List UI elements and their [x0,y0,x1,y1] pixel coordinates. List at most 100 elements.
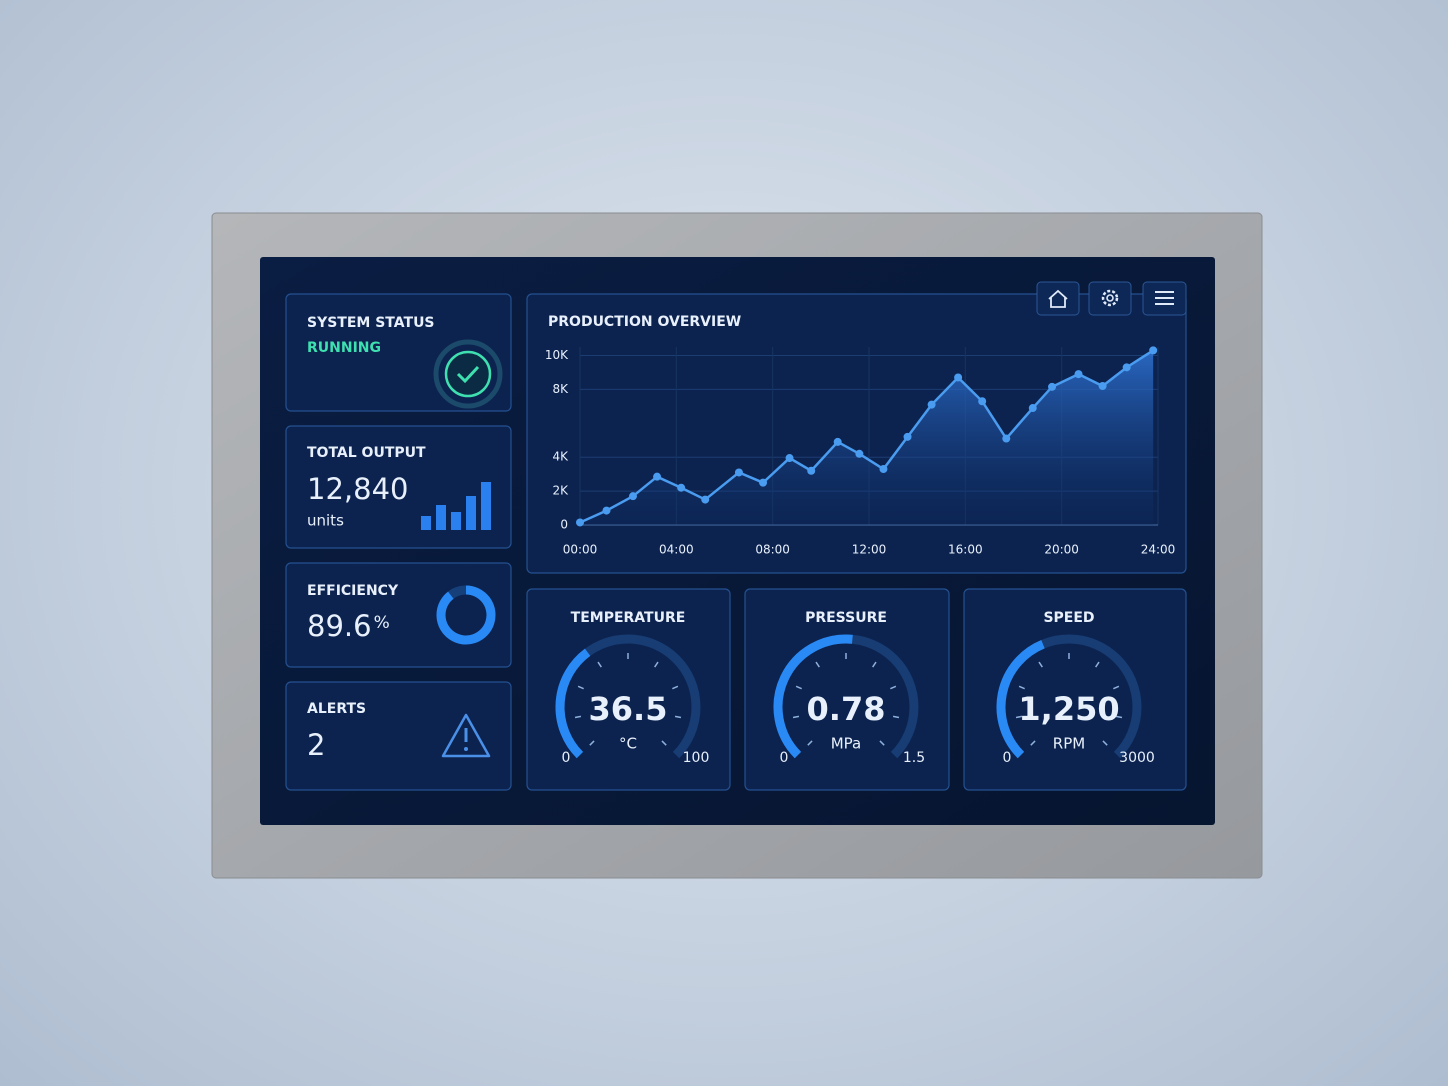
point [807,466,816,475]
gauge-unit: RPM [1053,735,1085,753]
gauge-value: 36.5 [589,690,668,728]
point [1028,404,1037,413]
output-unit: units [307,512,344,530]
point [701,495,710,504]
efficiency-value: 89.6 [307,609,372,643]
gauge-notch [892,715,900,719]
gauge-min: 0 [1003,750,1012,766]
gauge-title: PRESSURE [805,610,887,626]
point [1122,363,1131,372]
warning-icon [441,713,491,758]
gauge-notch [890,685,897,690]
gauge-notch [674,715,682,719]
efficiency-unit: % [374,613,390,633]
bars-icon [421,482,491,530]
y-tick-label: 10K [545,348,569,362]
gauge-max: 100 [683,750,710,766]
point [1149,346,1158,355]
gauge-arc [555,648,591,759]
point [978,397,987,406]
alerts-card [285,681,512,791]
check-mark [456,365,480,384]
gauge-max: 3000 [1119,750,1155,766]
point [1002,434,1011,443]
gauge-notch [597,661,602,668]
status-ring [433,339,503,409]
y-tick-label: 0 [560,518,568,532]
gauge-value: 1,250 [1018,690,1119,728]
status-title: SYSTEM STATUS [307,315,435,331]
x-tick-label: 00:00 [563,543,598,557]
settings-button[interactable] [1088,281,1132,316]
y-tick-label: 8K [552,382,569,396]
gauge-notch [574,715,582,719]
gauge-arc [773,634,853,759]
gauge-value: 0.78 [807,690,886,728]
gauge-notch [1113,685,1120,690]
point [653,472,662,481]
chart-title: PRODUCTION OVERVIEW [548,314,741,330]
point [855,449,864,458]
alerts-title: ALERTS [307,701,366,717]
output-title: TOTAL OUTPUT [307,445,426,461]
gauge-card [526,588,731,791]
point [833,437,842,446]
gauge-notch [661,740,667,746]
point [879,465,888,474]
status-state: RUNNING [307,340,381,356]
efficiency-title: EFFICIENCY [307,583,399,599]
point [1048,382,1057,391]
gauge-notch [1038,661,1043,668]
point [903,432,912,441]
point [602,506,611,515]
gauge-notch [795,685,802,690]
line [579,349,1154,524]
gauge-notch [807,740,813,746]
gauge-notch [815,661,820,668]
output-value: 12,840 [307,472,408,506]
gauge-notch [1115,715,1123,719]
gauge-notch [654,661,659,668]
gauge-notch [1102,740,1108,746]
point [785,454,794,463]
gauge-title: SPEED [1043,610,1094,626]
x-tick-label: 16:00 [948,543,983,557]
gauge-unit: MPa [831,735,862,753]
gauge-notch [872,661,877,668]
x-tick-label: 20:00 [1044,543,1079,557]
point [759,478,768,487]
x-tick-label: 12:00 [852,543,887,557]
point [734,468,743,477]
alerts-value: 2 [307,728,325,762]
point [1098,381,1107,390]
gauge-notch [1030,740,1036,746]
x-tick-label: 08:00 [755,543,790,557]
gauge-notch [792,715,800,719]
point [677,483,686,492]
gauge-notch [1095,661,1100,668]
gauge-min: 0 [780,750,789,766]
gauge-notch [1018,685,1025,690]
gauge-notch [672,685,679,690]
y-tick-label: 2K [552,484,569,498]
point [927,400,936,409]
y-tick-label: 4K [552,450,569,464]
point [628,492,637,501]
gauge-notch [577,685,584,690]
x-tick-label: 04:00 [659,543,694,557]
gauge-notch [589,740,595,746]
area [580,350,1154,525]
warning-dot [464,747,468,751]
gauge-notch [879,740,885,746]
point [1074,370,1083,379]
status-icon [444,350,492,398]
menu-button[interactable] [1142,281,1187,316]
gauge-unit: °C [619,735,637,753]
point [954,373,963,382]
gauge-card [744,588,950,791]
gauge-notch [1015,715,1023,719]
home-button[interactable] [1036,281,1080,316]
